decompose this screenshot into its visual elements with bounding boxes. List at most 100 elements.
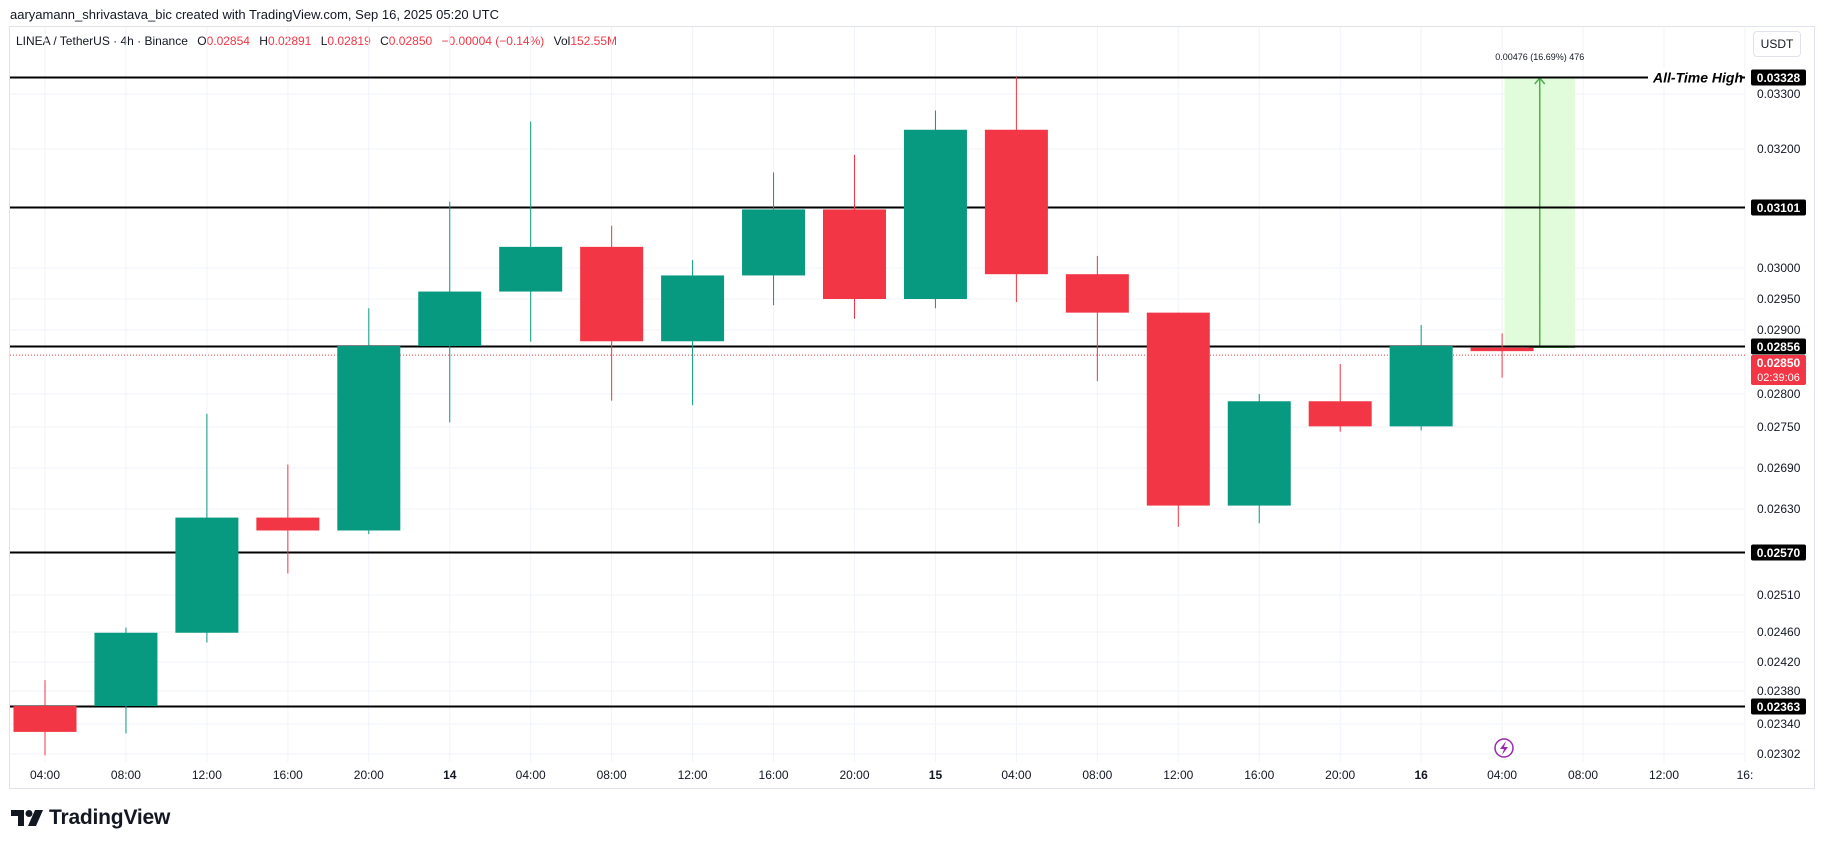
- chart-caption: aaryamann_shrivastava_bic created with T…: [10, 7, 499, 22]
- x-tick-label: 15: [929, 768, 943, 782]
- candle-body: [1308, 401, 1372, 427]
- candle: [1470, 333, 1534, 378]
- y-tick-label: 0.02510: [1757, 588, 1801, 602]
- y-axis-ticks: 0.03300 0.03200 0.03000 0.02950 0.02900 0.028…: [1757, 87, 1801, 761]
- currency-selector[interactable]: USDT: [1753, 31, 1801, 57]
- candle: [13, 680, 77, 756]
- last-price-value: 0.02850: [1757, 356, 1801, 370]
- candle-body: [1146, 312, 1210, 506]
- candle: [1389, 325, 1453, 431]
- candles: [13, 77, 1534, 756]
- last-price-tag: 0.02850 02:39:06: [1751, 355, 1806, 385]
- level-price-tag: [1751, 69, 1806, 86]
- candle-body: [661, 275, 725, 342]
- y-tick-label: 0.02690: [1757, 461, 1801, 475]
- candle-body: [175, 517, 239, 633]
- change-value: −0.00004 (−0.14%): [441, 34, 545, 48]
- x-tick-label: 16:: [1737, 768, 1754, 782]
- y-tick-label: 0.02950: [1757, 292, 1801, 306]
- x-tick-label: 14: [443, 768, 457, 782]
- candle-body: [823, 209, 886, 299]
- last-price-box: [1751, 355, 1806, 385]
- x-tick-label: 20:00: [1325, 768, 1355, 782]
- candle: [984, 77, 1048, 303]
- candle-body: [337, 346, 401, 531]
- candle-body: [580, 246, 644, 342]
- low-label: L: [320, 34, 328, 48]
- x-tick-label: 12:00: [192, 768, 222, 782]
- level-price-text: 0.02856: [1757, 340, 1801, 354]
- high-label: H: [259, 34, 268, 48]
- tradingview-brand: TradingView: [11, 806, 170, 830]
- y-tick-label: 0.02800: [1757, 387, 1801, 401]
- level-price-tags: 0.03328 0.03101 0.02856 0.02570 0.02363: [1751, 69, 1806, 715]
- candle-body: [256, 517, 320, 531]
- horizontal-levels: All-Time High: [10, 68, 1745, 708]
- symbol-title[interactable]: LINEA / TetherUS · 4h · Binance: [16, 34, 188, 48]
- alert-bolt-icon[interactable]: [1494, 738, 1514, 758]
- y-tick-label: 0.02380: [1757, 684, 1801, 698]
- y-tick-label: 0.02460: [1757, 625, 1801, 639]
- x-tick-label: 12:00: [1649, 768, 1679, 782]
- bar-countdown: 02:39:06: [1757, 372, 1800, 384]
- candle: [418, 201, 482, 423]
- x-tick-label: 12:00: [678, 768, 708, 782]
- open-label: O: [197, 34, 207, 48]
- level-annotation-bg: [1648, 68, 1740, 87]
- level-annotation: All-Time High: [1652, 70, 1743, 86]
- candle: [1146, 312, 1210, 527]
- candle: [580, 225, 644, 401]
- price-range-measure[interactable]: 0.00476 (16.69%) 476: [1495, 52, 1584, 348]
- y-tick-label: 0.02750: [1757, 420, 1801, 434]
- tradingview-wordmark: TradingView: [49, 806, 171, 829]
- level-price-text: 0.03101: [1757, 201, 1801, 215]
- candle-body: [1227, 401, 1291, 506]
- tradingview-logo-icon: [11, 810, 43, 826]
- candle-body: [984, 129, 1048, 275]
- candle: [1227, 394, 1291, 524]
- x-tick-label: 20:00: [354, 768, 384, 782]
- level-price-tag: [1751, 199, 1806, 216]
- candle: [337, 308, 401, 535]
- x-tick-label: 20:00: [839, 768, 869, 782]
- y-tick-label: 0.03300: [1757, 87, 1801, 101]
- level-price-text: 0.02363: [1757, 700, 1801, 714]
- measure-label: 0.00476 (16.69%) 476: [1495, 52, 1584, 62]
- x-tick-label: 08:00: [1082, 768, 1112, 782]
- y-tick-label: 0.02340: [1757, 717, 1801, 731]
- candle: [175, 413, 239, 643]
- y-tick-label: 0.03000: [1757, 261, 1801, 275]
- x-axis-ticks: 04:00 08:00 12:00 16:00 20:00 14 04:00 08:00 12:…: [30, 768, 1753, 782]
- x-tick-label: 16:00: [273, 768, 303, 782]
- low-value: 0.02819: [327, 34, 371, 48]
- y-tick-label: 0.02302: [1757, 747, 1801, 761]
- x-tick-label: 16:00: [1244, 768, 1274, 782]
- level-price-tag: [1751, 698, 1806, 715]
- candle-body: [418, 291, 482, 346]
- candle-body: [13, 706, 77, 732]
- candle: [1308, 364, 1372, 432]
- grid-lines: [10, 27, 1746, 762]
- x-tick-label: 04:00: [516, 768, 546, 782]
- volume-value: 152.55M: [570, 34, 618, 48]
- y-tick-label: 0.02420: [1757, 655, 1801, 669]
- y-tick-label: 0.03200: [1757, 142, 1801, 156]
- x-tick-label: 04:00: [1001, 768, 1031, 782]
- x-tick-label: 16:00: [759, 768, 789, 782]
- candle-body: [1065, 274, 1129, 313]
- open-value: 0.02854: [206, 34, 250, 48]
- x-tick-label: 12:00: [1163, 768, 1193, 782]
- candle-body: [1470, 347, 1534, 352]
- candle: [1065, 255, 1129, 382]
- y-tick-label: 0.02900: [1757, 323, 1801, 337]
- x-tick-label: 08:00: [1568, 768, 1598, 782]
- candle-body: [1389, 346, 1453, 427]
- x-tick-label: 16: [1414, 768, 1428, 782]
- candle: [742, 172, 806, 306]
- level-price-tag: [1751, 544, 1806, 561]
- candle-body: [94, 632, 158, 706]
- candle: [661, 260, 725, 406]
- candle: [94, 627, 158, 734]
- x-tick-label: 04:00: [30, 768, 60, 782]
